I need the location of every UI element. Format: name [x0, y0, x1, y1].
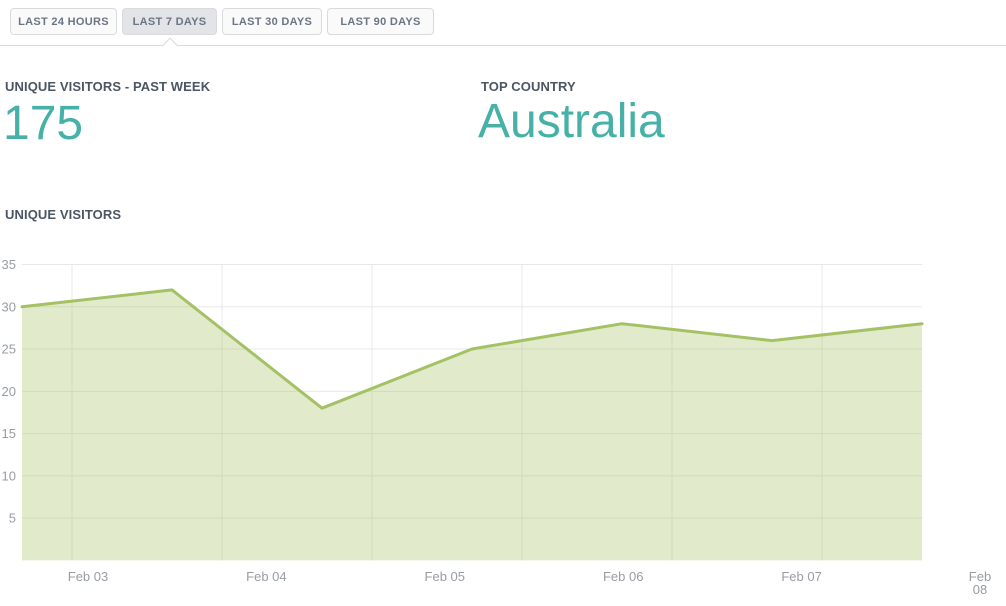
svg-text:Feb 06: Feb 06	[603, 569, 643, 584]
tab-last-90-days[interactable]: LAST 90 DAYS	[327, 8, 434, 35]
svg-text:5: 5	[9, 511, 16, 526]
time-range-tabbar: LAST 24 HOURS LAST 7 DAYS LAST 30 DAYS L…	[0, 0, 1006, 55]
tab-last-24-hours[interactable]: LAST 24 HOURS	[10, 8, 117, 35]
top-country-label: TOP COUNTRY	[481, 79, 576, 94]
chart-y-axis-labels: 5 10 15 20 25 30 35	[2, 257, 16, 526]
chart-series-line	[20, 288, 924, 410]
top-country-value: Australia	[478, 95, 665, 148]
unique-visitors-chart-title: UNIQUE VISITORS	[5, 207, 122, 222]
unique-visitors-week-label: UNIQUE VISITORS - PAST WEEK	[5, 79, 211, 94]
chart-x-axis-labels: Feb 03 Feb 04 Feb 05 Feb 06 Feb 07 Feb 08	[68, 569, 991, 597]
svg-text:25: 25	[2, 342, 16, 357]
tab-last-30-days[interactable]: LAST 30 DAYS	[222, 8, 322, 35]
svg-text:20: 20	[2, 384, 16, 399]
unique-visitors-week-value: 175	[3, 97, 84, 150]
tab-last-7-days[interactable]: LAST 7 DAYS	[122, 8, 217, 35]
svg-text:Feb 03: Feb 03	[68, 569, 108, 584]
svg-text:Feb 04: Feb 04	[246, 569, 286, 584]
svg-text:30: 30	[2, 299, 16, 314]
svg-text:15: 15	[2, 426, 16, 441]
active-tab-pointer-notch	[161, 37, 179, 55]
svg-text:Feb 07: Feb 07	[781, 569, 821, 584]
svg-text:10: 10	[2, 468, 16, 483]
chart-area-fill	[22, 289, 922, 561]
svg-text:Feb 05: Feb 05	[425, 569, 465, 584]
svg-text:35: 35	[2, 257, 16, 272]
